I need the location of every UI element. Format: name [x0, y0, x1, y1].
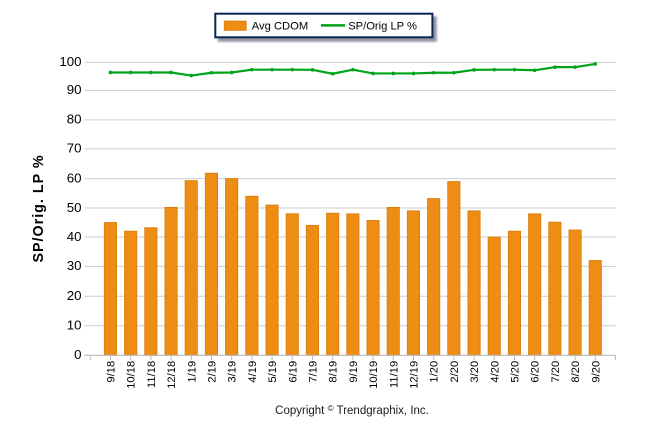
svg-text:50: 50 — [67, 200, 82, 215]
svg-text:0: 0 — [74, 347, 81, 362]
svg-text:2/20: 2/20 — [449, 361, 461, 383]
svg-text:80: 80 — [67, 112, 82, 127]
svg-text:5/20: 5/20 — [509, 361, 521, 383]
svg-text:10/18: 10/18 — [126, 361, 138, 389]
svg-text:12/19: 12/19 — [408, 361, 420, 389]
svg-text:4/20: 4/20 — [489, 361, 501, 383]
svg-text:10/19: 10/19 — [368, 361, 380, 389]
svg-text:4/19: 4/19 — [247, 361, 259, 383]
svg-text:9/19: 9/19 — [348, 361, 360, 383]
svg-text:8/20: 8/20 — [570, 361, 582, 383]
svg-text:9/18: 9/18 — [105, 361, 117, 383]
svg-text:Copyright © Trendgraphix, Inc.: Copyright © Trendgraphix, Inc. — [275, 404, 429, 417]
svg-text:3/20: 3/20 — [469, 361, 481, 383]
svg-text:Avg CDOM: Avg CDOM — [252, 21, 308, 33]
svg-text:90: 90 — [67, 82, 82, 97]
svg-text:40: 40 — [67, 229, 82, 244]
svg-text:8/19: 8/19 — [328, 361, 340, 383]
svg-text:70: 70 — [67, 141, 82, 156]
svg-text:11/18: 11/18 — [146, 361, 158, 388]
svg-text:11/19: 11/19 — [388, 361, 400, 388]
svg-text:1/19: 1/19 — [186, 361, 198, 383]
svg-text:7/19: 7/19 — [307, 361, 319, 383]
svg-text:100: 100 — [59, 54, 81, 69]
svg-text:60: 60 — [67, 170, 82, 185]
svg-text:3/19: 3/19 — [227, 361, 239, 383]
svg-text:12/18: 12/18 — [166, 361, 178, 389]
svg-text:9/20: 9/20 — [590, 361, 602, 383]
svg-text:20: 20 — [67, 288, 82, 303]
svg-text:30: 30 — [67, 258, 82, 273]
svg-text:10: 10 — [67, 318, 82, 333]
svg-text:1/20: 1/20 — [429, 361, 441, 383]
svg-text:6/19: 6/19 — [287, 361, 299, 383]
svg-text:SP/Orig. LP %: SP/Orig. LP % — [31, 154, 47, 262]
svg-text:5/19: 5/19 — [267, 361, 279, 383]
svg-text:6/20: 6/20 — [530, 361, 542, 383]
svg-text:2/19: 2/19 — [206, 361, 218, 383]
svg-text:SP/Orig LP %: SP/Orig LP % — [348, 21, 417, 33]
svg-text:7/20: 7/20 — [550, 361, 562, 383]
